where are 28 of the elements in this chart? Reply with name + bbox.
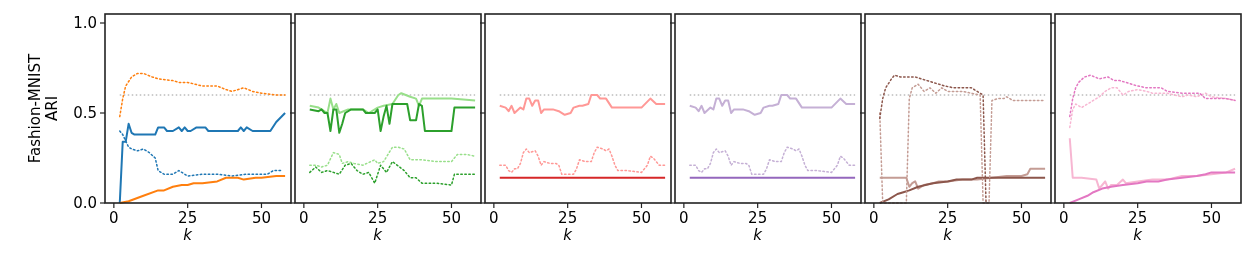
x-axis-title: k (753, 226, 764, 244)
x-tick-label: 50 (821, 209, 842, 227)
x-axis-title: k (373, 226, 384, 244)
x-tick-label: 0 (109, 209, 119, 227)
x-tick-label: 50 (441, 209, 462, 227)
x-tick-label: 25 (1128, 209, 1148, 227)
x-axis-title: k (1133, 226, 1144, 244)
x-axis-title: k (563, 226, 574, 244)
x-axis-title: k (183, 226, 194, 244)
y-tick-label: 1.0 (73, 14, 97, 32)
x-tick-label: 50 (1201, 209, 1222, 227)
x-tick-label: 0 (869, 209, 879, 227)
x-tick-label: 50 (631, 209, 652, 227)
x-tick-label: 25 (938, 209, 958, 227)
x-tick-label: 0 (679, 209, 689, 227)
y-axis-title: Fashion-MNIST ARI (26, 53, 61, 164)
x-tick-label: 25 (368, 209, 388, 227)
x-tick-label: 50 (251, 209, 272, 227)
x-tick-label: 25 (178, 209, 198, 227)
x-tick-label: 25 (558, 209, 578, 227)
x-tick-label: 0 (299, 209, 309, 227)
y-tick-label: 0.0 (73, 194, 97, 212)
x-tick-label: 0 (489, 209, 499, 227)
y-tick-label: 0.5 (73, 104, 97, 122)
x-axis-title: k (943, 226, 954, 244)
x-tick-label: 0 (1059, 209, 1069, 227)
x-tick-label: 25 (748, 209, 768, 227)
x-tick-label: 50 (1011, 209, 1032, 227)
